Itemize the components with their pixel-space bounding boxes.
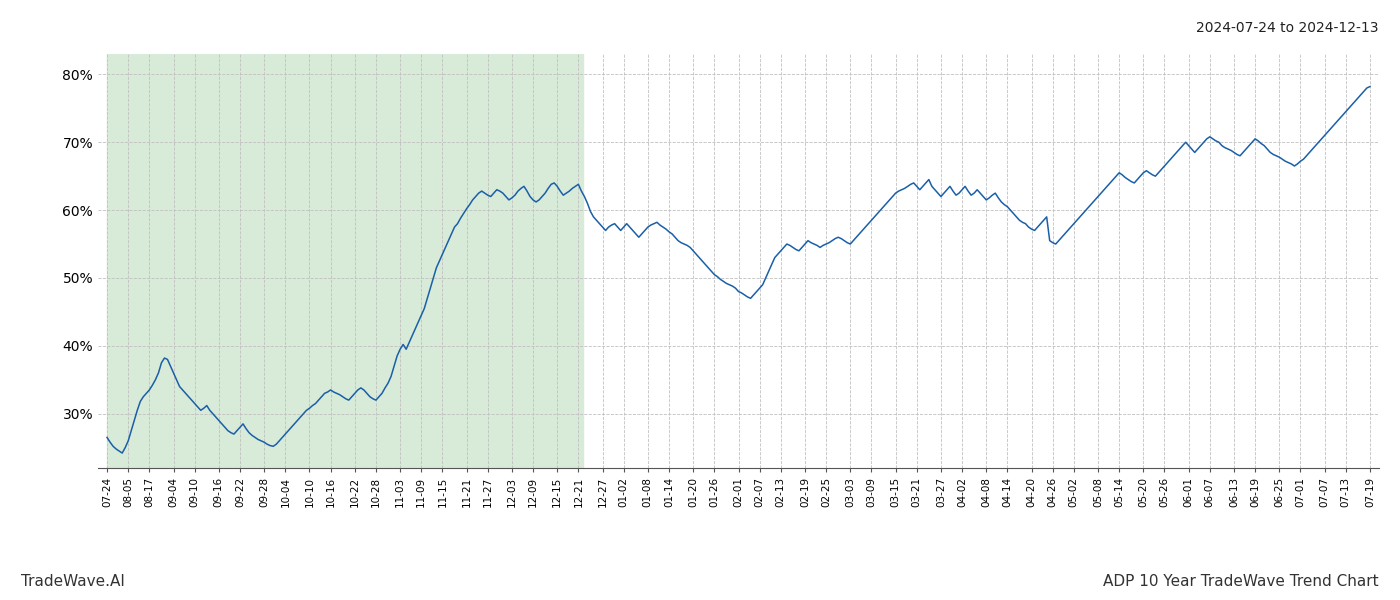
Text: 2024-07-24 to 2024-12-13: 2024-07-24 to 2024-12-13: [1197, 21, 1379, 35]
Text: ADP 10 Year TradeWave Trend Chart: ADP 10 Year TradeWave Trend Chart: [1103, 574, 1379, 589]
Bar: [106, 54, 582, 468]
Text: TradeWave.AI: TradeWave.AI: [21, 574, 125, 589]
